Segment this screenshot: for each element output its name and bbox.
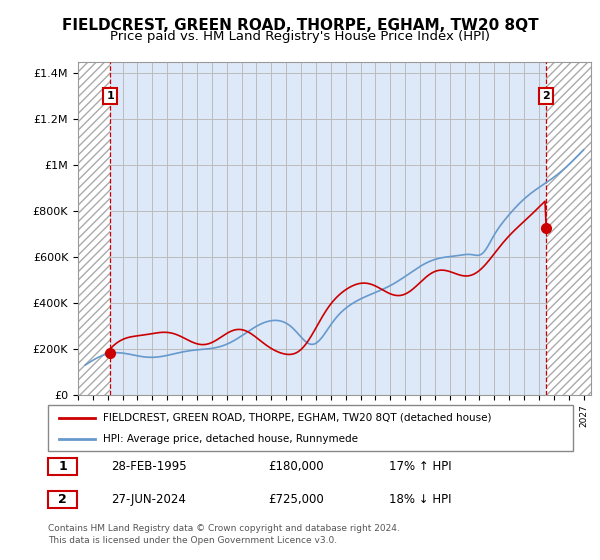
Text: 18% ↓ HPI: 18% ↓ HPI <box>389 493 452 506</box>
Text: 1: 1 <box>58 460 67 473</box>
Text: 1: 1 <box>106 91 114 101</box>
Text: 2: 2 <box>542 91 550 101</box>
Bar <box>48 491 77 508</box>
Text: FIELDCREST, GREEN ROAD, THORPE, EGHAM, TW20 8QT: FIELDCREST, GREEN ROAD, THORPE, EGHAM, T… <box>62 18 538 33</box>
Text: £180,000: £180,000 <box>269 460 324 473</box>
Text: FIELDCREST, GREEN ROAD, THORPE, EGHAM, TW20 8QT (detached house): FIELDCREST, GREEN ROAD, THORPE, EGHAM, T… <box>103 413 491 423</box>
Text: 2: 2 <box>58 493 67 506</box>
Text: 17% ↑ HPI: 17% ↑ HPI <box>389 460 452 473</box>
Text: HPI: Average price, detached house, Runnymede: HPI: Average price, detached house, Runn… <box>103 435 358 444</box>
Text: 28-FEB-1995: 28-FEB-1995 <box>111 460 187 473</box>
Text: Price paid vs. HM Land Registry's House Price Index (HPI): Price paid vs. HM Land Registry's House … <box>110 30 490 43</box>
Text: £725,000: £725,000 <box>269 493 324 506</box>
Text: Contains HM Land Registry data © Crown copyright and database right 2024.: Contains HM Land Registry data © Crown c… <box>48 524 400 533</box>
Text: This data is licensed under the Open Government Licence v3.0.: This data is licensed under the Open Gov… <box>48 536 337 545</box>
Bar <box>547 62 591 395</box>
Bar <box>48 458 77 475</box>
Text: 27-JUN-2024: 27-JUN-2024 <box>111 493 186 506</box>
Bar <box>78 62 110 395</box>
